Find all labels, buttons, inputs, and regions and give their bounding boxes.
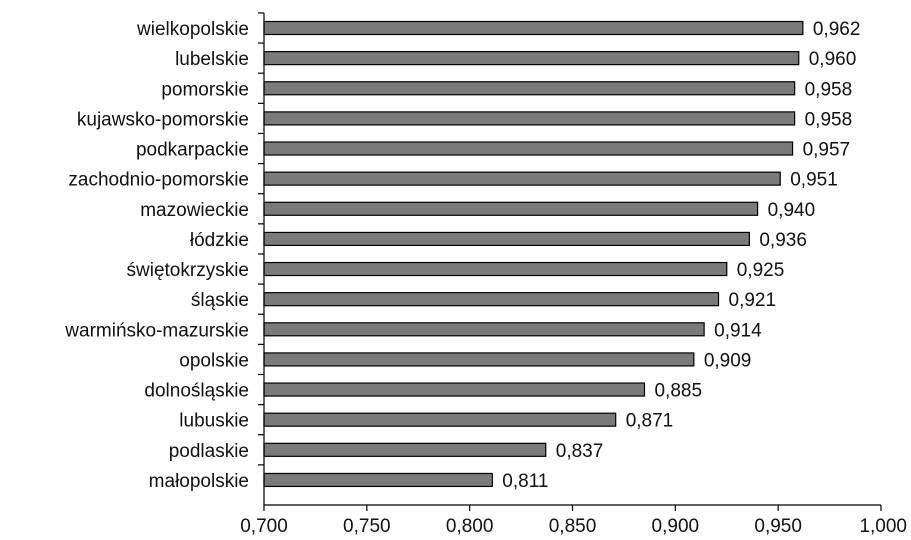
category-labels: wielkopolskie lubelskie pomorskie kujawsko-… — [64, 19, 249, 492]
bar-7 — [263, 231, 750, 247]
x-ticks-group: 0,700 0,750 0,800 0,850 0,900 0,950 1,000 — [240, 12, 907, 537]
x-tick-label: 0,950 — [754, 516, 802, 537]
value-label: 0,837 — [556, 441, 604, 462]
bar-10 — [263, 322, 705, 337]
category-label: opolskie — [179, 350, 249, 371]
bar-0 — [263, 20, 804, 36]
category-label: łódzkie — [190, 230, 249, 251]
bar-3 — [263, 111, 796, 126]
bar-2 — [263, 81, 796, 96]
value-label: 0,958 — [805, 79, 853, 100]
bar-8 — [263, 261, 728, 277]
value-label: 0,921 — [729, 290, 777, 311]
value-label: 0,925 — [737, 260, 785, 281]
value-label: 0,962 — [813, 19, 861, 40]
value-label: 0,914 — [714, 320, 762, 341]
value-label: 0,957 — [803, 140, 851, 161]
value-label: 0,871 — [626, 411, 674, 432]
bar-6 — [263, 201, 759, 216]
bar-4 — [263, 141, 794, 156]
category-label: kujawsko-pomorskie — [77, 109, 249, 130]
category-label: zachodnio-pomorskie — [68, 170, 249, 191]
x-tick-label: 0,750 — [343, 516, 391, 537]
value-label: 0,940 — [768, 200, 816, 221]
value-labels: 0,962 0,960 0,958 0,958 0,957 0,951 0,940 0,936… — [502, 19, 860, 492]
value-label: 0,951 — [790, 170, 838, 191]
value-label: 0,958 — [805, 109, 853, 130]
bar-11 — [263, 352, 695, 367]
x-tick-label: 1,000 — [859, 516, 907, 537]
category-label: małopolskie — [149, 471, 249, 492]
bar-5 — [263, 171, 781, 186]
bar-13 — [263, 412, 617, 427]
x-tick-label: 0,900 — [652, 516, 700, 537]
bar-14 — [263, 442, 547, 457]
category-label: warmińsko-mazurskie — [64, 320, 249, 341]
value-label: 0,811 — [502, 471, 548, 492]
bar-9 — [263, 292, 720, 307]
value-label: 0,936 — [759, 230, 807, 251]
bars-group — [263, 20, 804, 488]
bar-1 — [263, 51, 800, 66]
category-label: podkarpackie — [136, 140, 249, 161]
value-label: 0,960 — [809, 49, 857, 70]
category-label: wielkopolskie — [136, 19, 249, 40]
category-label: świętokrzyskie — [127, 260, 249, 281]
category-label: lubelskie — [175, 49, 249, 70]
x-tick-label: 0,700 — [240, 516, 288, 537]
category-label: pomorskie — [161, 79, 249, 100]
category-label: śląskie — [191, 290, 249, 311]
x-tick-label: 0,850 — [549, 516, 597, 537]
bar-12 — [263, 382, 646, 397]
value-label: 0,909 — [704, 350, 752, 371]
category-label: lubuskie — [179, 411, 249, 432]
category-label: mazowieckie — [140, 200, 249, 221]
value-label: 0,885 — [654, 381, 702, 402]
bar-15 — [263, 472, 493, 488]
category-label: dolnośląskie — [144, 381, 249, 402]
category-label: podlaskie — [169, 441, 249, 462]
x-tick-label: 0,800 — [446, 516, 494, 537]
